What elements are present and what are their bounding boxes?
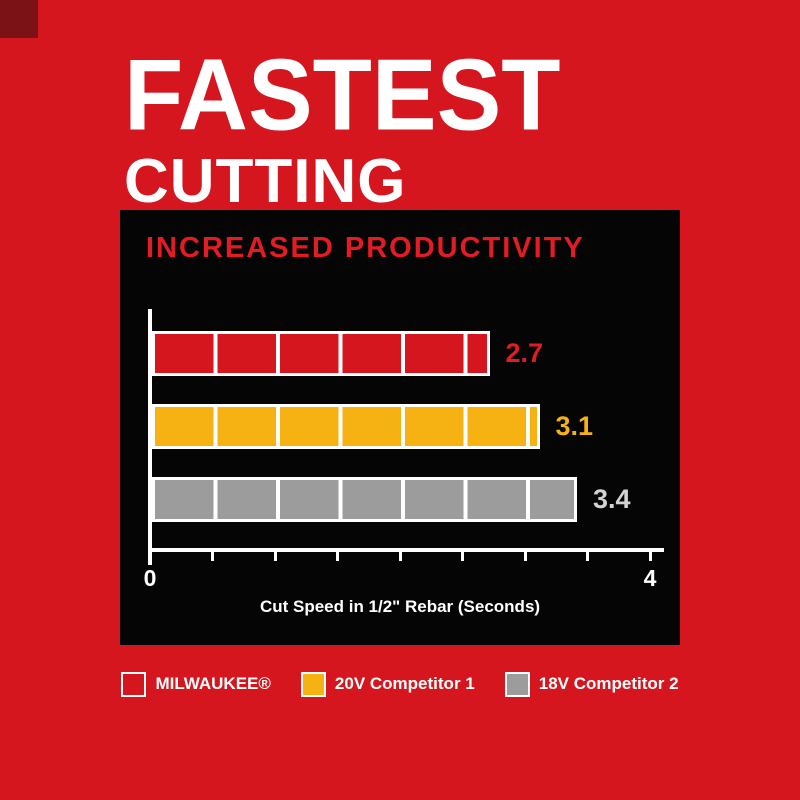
legend-label: 20V Competitor 1 xyxy=(334,674,475,693)
axis-tick xyxy=(523,552,527,561)
legend-item: MILWAUKEE® xyxy=(121,671,271,697)
axis-tick xyxy=(336,552,339,561)
bar-value-label: 2.7 xyxy=(505,338,544,368)
axis-tick xyxy=(648,552,652,561)
x-axis-caption: Cut Speed in 1/2" Rebar (Seconds) xyxy=(259,597,541,616)
headline: FASTEST CUTTING xyxy=(124,44,561,213)
headline-line2: CUTTING xyxy=(124,147,407,216)
bar-row-2: 3.1 xyxy=(152,404,652,449)
x-axis-line xyxy=(148,548,664,552)
legend-item: 18V Competitor 2 xyxy=(504,671,679,697)
legend-item: 20V Competitor 1 xyxy=(300,671,475,697)
plot-area: 0 4 Cut Speed in 1/2" Rebar (Seconds) 2.… xyxy=(144,309,664,616)
x-axis-max-label: 4 xyxy=(643,565,657,591)
x-axis-min-label: 0 xyxy=(143,565,157,591)
chart-title: INCREASED PRODUCTIVITY xyxy=(146,232,585,264)
legend-swatch xyxy=(121,671,147,697)
bar-row-3: 3.4 xyxy=(152,477,652,522)
bar-row-1: 2.7 xyxy=(152,331,652,376)
bar-fill xyxy=(152,404,540,449)
axis-tick xyxy=(461,552,464,561)
chart-panel: INCREASED PRODUCTIVITY 0 4 Cut Speed in … xyxy=(120,210,680,645)
chart-legend: MILWAUKEE® 20V Competitor 1 18V Competitor… xyxy=(120,664,680,704)
corner-accent-square xyxy=(0,0,38,38)
y-axis-line xyxy=(148,309,152,565)
axis-tick xyxy=(273,552,277,561)
legend-label: MILWAUKEE® xyxy=(155,674,271,693)
bar-fill xyxy=(152,331,490,376)
axis-tick xyxy=(586,552,589,561)
bar-value-label: 3.4 xyxy=(593,484,631,514)
axis-tick xyxy=(148,552,152,561)
legend-swatch xyxy=(300,671,326,697)
bar-fill xyxy=(152,477,577,522)
legend-swatch xyxy=(504,671,530,697)
axis-tick xyxy=(398,552,402,561)
bar-value-label: 3.1 xyxy=(555,411,594,441)
legend-label: 18V Competitor 2 xyxy=(538,674,679,693)
axis-tick xyxy=(211,552,214,561)
headline-line1: FASTEST xyxy=(124,37,561,152)
